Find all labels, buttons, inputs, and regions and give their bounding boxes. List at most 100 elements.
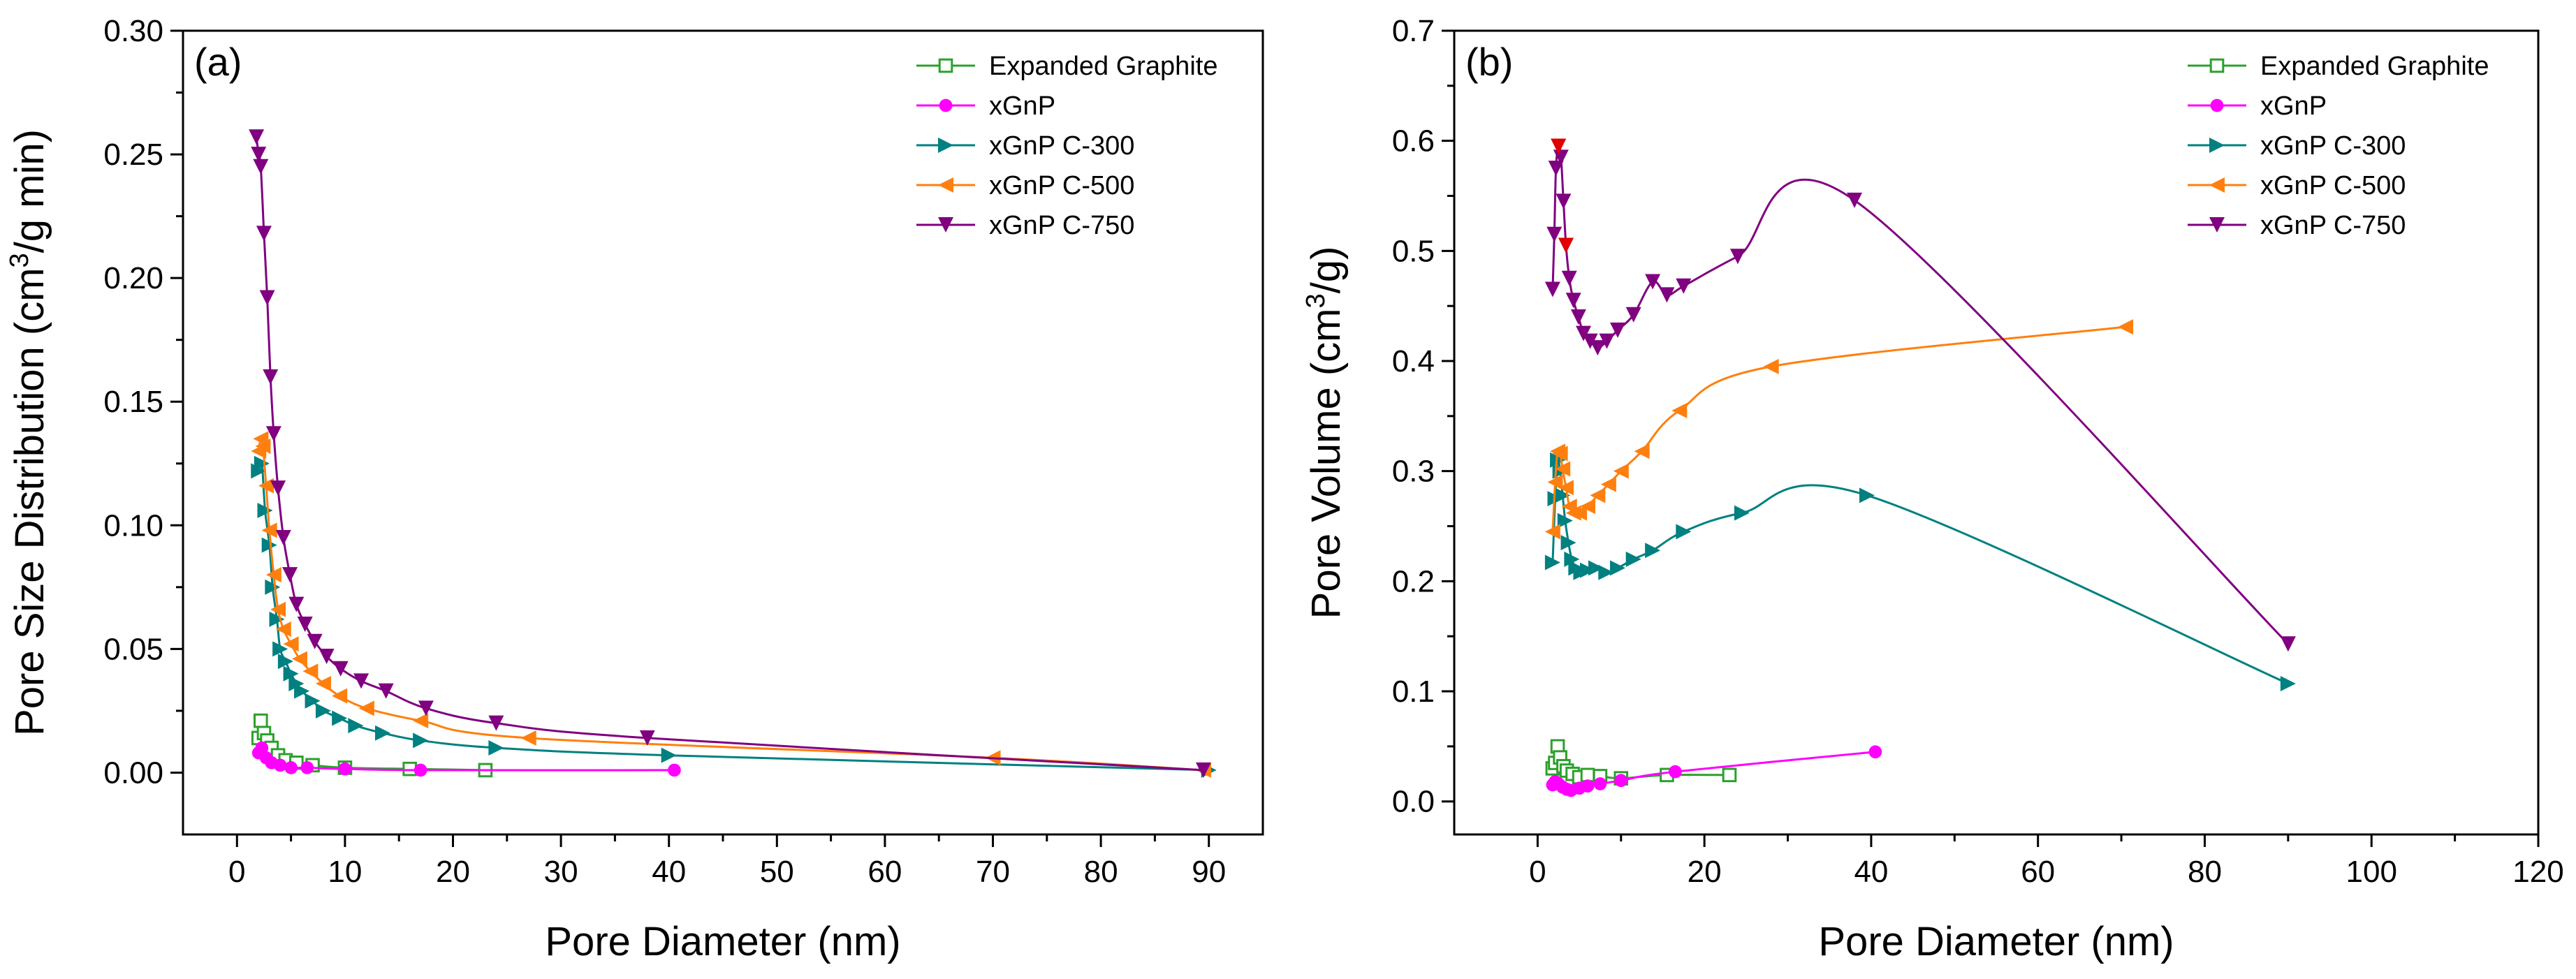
legend-label: xGnP	[2260, 91, 2327, 121]
data-point-c500	[291, 651, 307, 667]
x-tick-label: 0	[1529, 855, 1546, 889]
data-point-c750	[1544, 281, 1560, 297]
legend-marker	[938, 177, 953, 193]
data-point-highlight	[1551, 138, 1567, 154]
data-point-c300	[1588, 560, 1604, 576]
data-point-c300	[261, 537, 277, 553]
x-tick-label: 60	[868, 855, 902, 889]
data-point-c750	[249, 129, 265, 145]
legend-marker	[2210, 98, 2224, 112]
series-xgnp	[251, 741, 681, 777]
data-point-c750	[353, 673, 369, 689]
data-point-c750	[1582, 333, 1598, 349]
x-tick-label: 30	[544, 855, 578, 889]
data-point-c500	[1558, 480, 1574, 496]
legend: Expanded Graphite xGnP xGnP C-300 xGnP C-50…	[916, 52, 1217, 240]
legend-label: xGnP C-750	[989, 211, 1134, 240]
series-c750	[1544, 138, 2296, 652]
x-tick-label: 10	[328, 855, 362, 889]
data-point-c500	[315, 675, 331, 691]
y-tick-label: 0.5	[1392, 234, 1435, 268]
data-point-c750	[1570, 309, 1586, 325]
y-axis-title-prefix: Pore Size Distribution (cm	[7, 267, 52, 735]
data-point-c750	[270, 480, 286, 496]
data-point-xgnp	[284, 761, 298, 774]
data-point-c750	[282, 567, 298, 583]
series-c500	[1544, 319, 2134, 540]
legend-label: xGnP C-300	[989, 131, 1134, 161]
y-axis-title-prefix: Pore Volume (cm	[1303, 309, 1349, 619]
x-axis-title: Pore Diameter (nm)	[1818, 919, 2174, 964]
data-point-c750	[251, 147, 267, 163]
data-point-c500	[1671, 402, 1688, 418]
data-point-c300	[272, 641, 288, 657]
data-point-c300	[1560, 535, 1576, 551]
data-point-c300	[1676, 524, 1692, 540]
data-point-xgnp	[1614, 774, 1628, 788]
legend-marker	[2209, 58, 2225, 73]
data-point-eg	[254, 713, 268, 728]
data-point-highlight	[1558, 237, 1574, 253]
data-point-c500	[413, 713, 429, 729]
y-tick-label: 0.25	[103, 138, 163, 172]
data-point-c750	[1561, 270, 1577, 286]
data-point-c300	[288, 675, 305, 691]
data-point-xgnp	[414, 763, 427, 777]
data-point-c500	[258, 478, 275, 494]
y-tick-label: 0.4	[1392, 344, 1435, 378]
legend-label: xGnP	[989, 91, 1055, 121]
y-tick-label: 0.10	[103, 508, 163, 543]
legend-label: Expanded Graphite	[989, 52, 1217, 81]
data-point-c750	[378, 683, 394, 699]
data-point-c300	[1609, 560, 1625, 576]
x-tick-label: 40	[652, 855, 686, 889]
x-axis-title: Pore Diameter (nm)	[545, 919, 900, 964]
y-tick-label: 0.0	[1392, 785, 1435, 819]
data-point-c750	[2280, 636, 2296, 652]
plot-frame	[1453, 29, 2540, 836]
data-point-xgnp	[1581, 779, 1595, 793]
data-point-c300	[375, 725, 391, 741]
legend-marker	[938, 217, 953, 233]
data-point-c750	[263, 369, 279, 385]
panel-a-pore-size-distribution: 0 10 20 30 40 50 60 70 80 90 0.00 0.05 0.10 0.15 0.20 0…	[5, 14, 1264, 964]
y-tick-label: 0.6	[1392, 124, 1435, 159]
data-point-c500	[283, 636, 299, 652]
y-axis-title-suffix: /g min)	[7, 129, 52, 253]
data-point-c500	[261, 522, 277, 538]
data-point-c500	[302, 663, 319, 679]
data-point-c500	[275, 621, 291, 638]
data-point-c750	[1659, 287, 1675, 303]
data-point-eg	[1580, 767, 1595, 783]
data-point-c300	[305, 693, 321, 709]
data-point-c500	[1544, 524, 1560, 540]
data-point-xgnp	[255, 741, 269, 755]
data-point-c300	[348, 718, 364, 734]
data-point-c300	[265, 579, 281, 595]
data-point-c300	[1598, 564, 1614, 580]
y-axis-title-superscript: 3	[5, 253, 34, 267]
data-point-c500	[1547, 474, 1563, 490]
legend-marker	[938, 138, 953, 153]
y-tick-label: 0.00	[103, 756, 163, 790]
data-point-c750	[488, 715, 504, 731]
x-tick-label: 80	[1084, 855, 1118, 889]
data-point-c750	[256, 226, 272, 242]
data-point-c750	[1609, 322, 1625, 338]
series-c750	[249, 129, 1211, 778]
series-line-c500	[1551, 325, 2126, 532]
data-point-c750	[1553, 149, 1569, 165]
data-point-c750	[265, 426, 281, 442]
data-point-c500	[265, 567, 281, 583]
data-point-c750	[1546, 226, 1563, 242]
data-point-c750	[1556, 193, 1572, 209]
y-axis-title: Pore Size Distribution (cm3/g min)	[5, 129, 52, 736]
data-point-xgnp	[1868, 745, 1882, 759]
data-point-c750	[1676, 278, 1692, 294]
data-point-c300	[1544, 554, 1560, 571]
data-point-xgnp	[668, 763, 681, 777]
series-c300	[251, 455, 1217, 778]
data-point-c750	[1599, 333, 1615, 349]
data-point-c750	[1645, 274, 1661, 290]
